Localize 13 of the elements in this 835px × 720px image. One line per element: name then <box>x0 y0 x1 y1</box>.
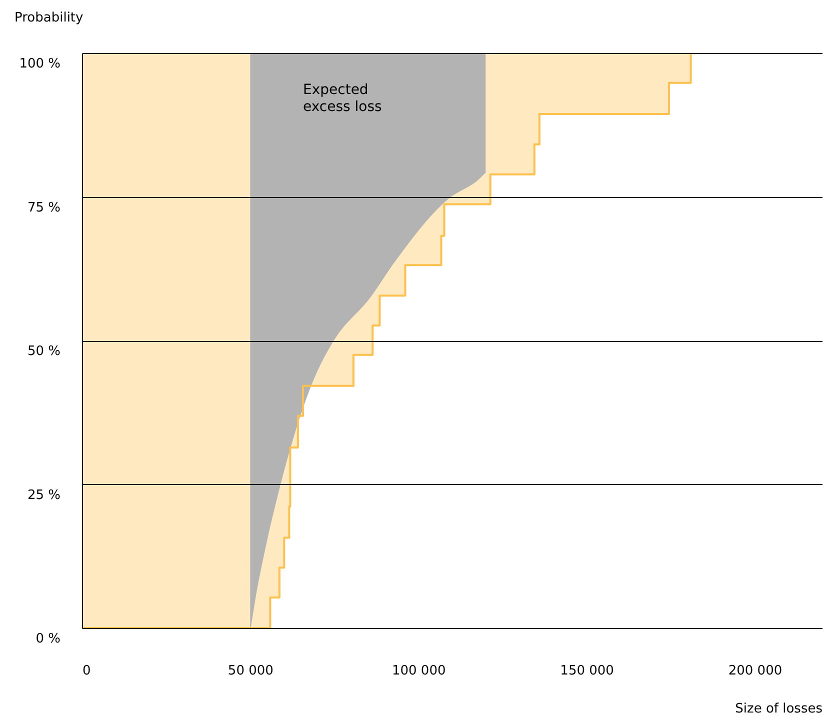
x-tick-label: 150 000 <box>560 664 614 678</box>
y-tick-label: 25 % <box>27 488 60 503</box>
x-tick-label: 200 000 <box>728 664 782 678</box>
x-axis-title: Size of losses <box>735 702 823 716</box>
y-tick-label: 100 % <box>19 56 60 72</box>
annotation: Expected excess loss <box>303 82 382 115</box>
y-tick-label: 50 % <box>27 344 60 359</box>
x-tick-label: 100 000 <box>392 664 446 678</box>
x-tick-label: 50 000 <box>228 664 274 678</box>
y-axis-title: Probability <box>14 10 84 26</box>
y-tick-label: 0 % <box>36 632 60 646</box>
y-tick-label: 75 % <box>27 200 60 216</box>
x-tick-label: 0 <box>82 664 91 678</box>
